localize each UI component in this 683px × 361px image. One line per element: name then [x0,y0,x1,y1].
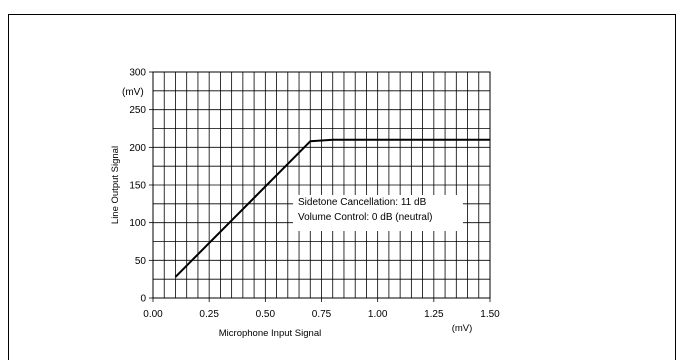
y-tick-label: 50 [135,256,147,267]
x-tick-label: 1.00 [368,309,388,320]
grid [153,72,490,298]
x-tick-label: 1.25 [424,309,444,320]
x-axis-unit: (mV) [452,323,473,334]
annotation-sidetone: Sidetone Cancellation: 11 dB [298,197,427,208]
x-tick-label: 1.50 [480,309,500,320]
series-line-0 [174,138,490,278]
x-tick-label: 0.25 [199,309,219,320]
y-tick-label: 250 [129,105,146,116]
x-tick-label: 0.75 [312,309,332,320]
y-tick-label: 300 [129,68,146,79]
ticks: 0.00 0.25 0.50 0.75 1.00 1.25 1.50 0 50 100 150 200… [129,68,500,321]
y-axis-label: Line Output Signal [110,146,121,224]
annotation-background [293,195,463,231]
y-tick-label: 150 [129,181,146,192]
y-tick-label: 0 [140,294,146,305]
x-axis-label: Microphone Input Signal [219,328,321,339]
y-axis-unit: (mV) [122,87,144,98]
chart-frame [8,14,676,360]
plot-area [152,71,491,299]
series-group [174,138,490,278]
x-tick-label: 0.00 [143,309,163,320]
x-tick-label: 0.50 [256,309,276,320]
y-tick-label: 100 [129,218,146,229]
annotation-volume: Volume Control: 0 dB (neutral) [298,212,433,223]
y-tick-label: 200 [129,143,146,154]
